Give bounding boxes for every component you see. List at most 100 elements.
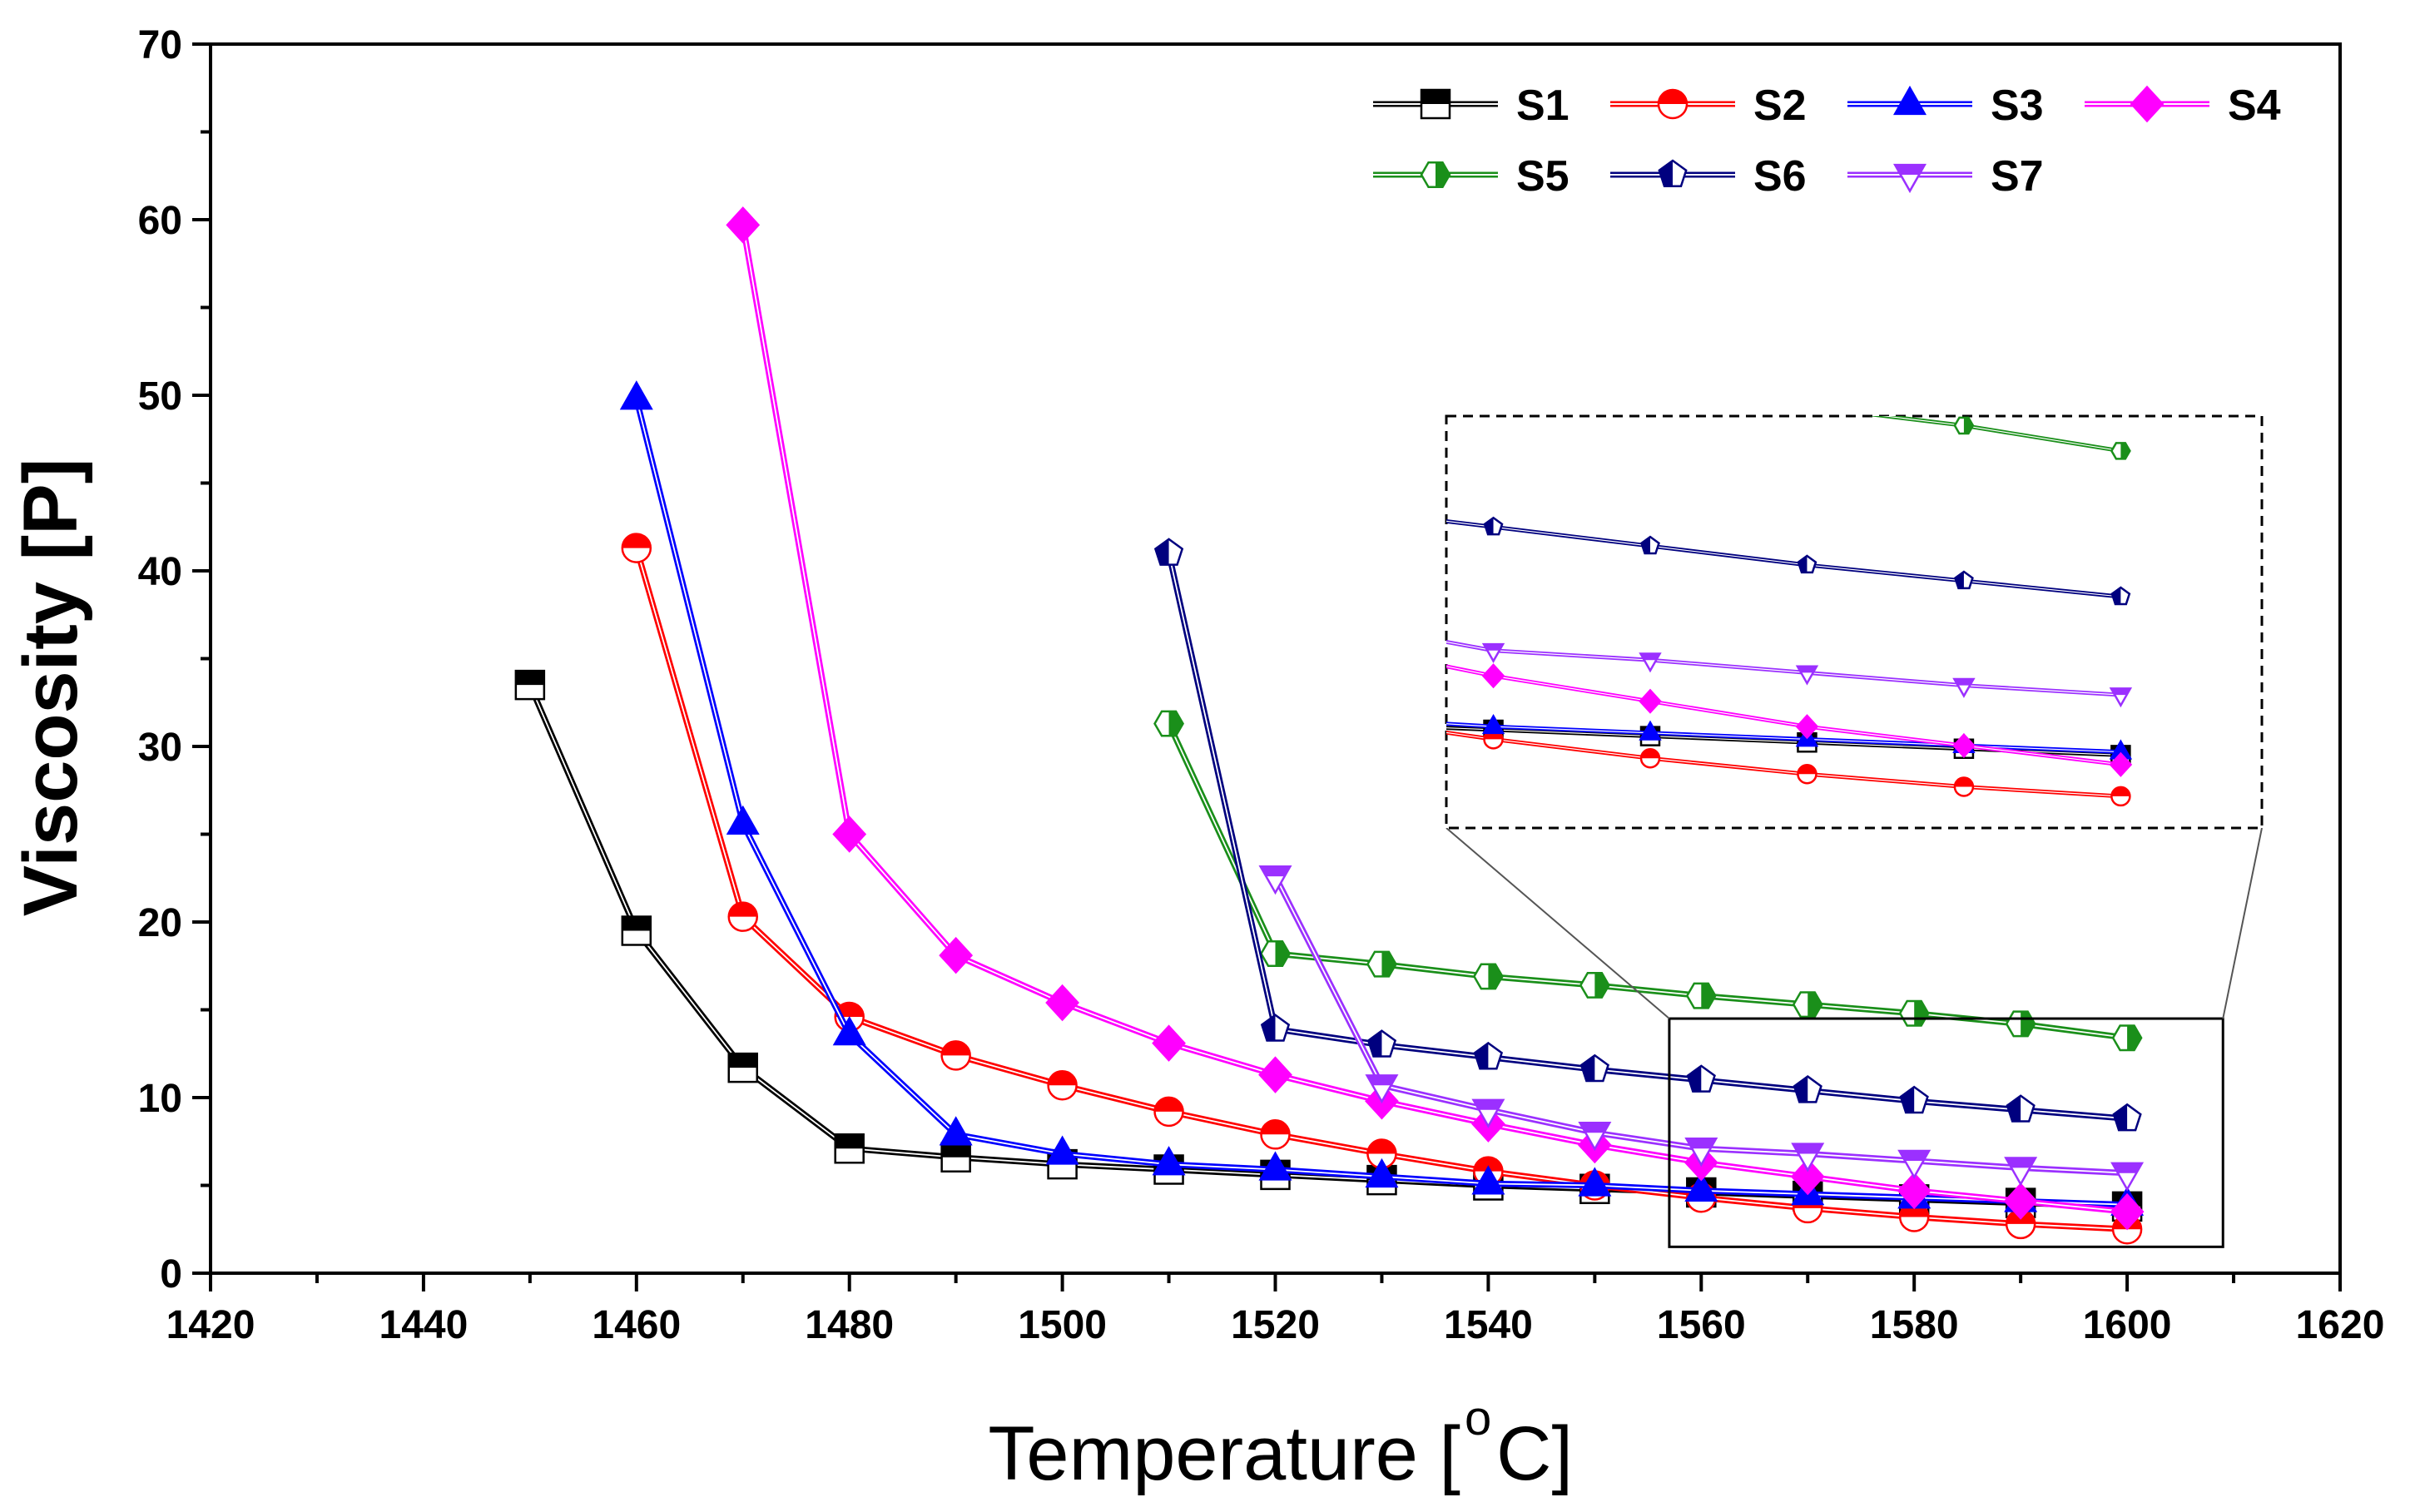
legend: S1 S2 S3 S4 S5 S6 S7: [1373, 82, 2281, 201]
inset-series: [1326, 348, 2133, 807]
legend-item-S3: S3: [1847, 82, 2044, 130]
inset-series-point-S3: [1327, 706, 1346, 723]
series-point-S1: [940, 1142, 971, 1172]
x-tick-label: 1480: [805, 1303, 894, 1347]
inset-series-point-S5: [1327, 348, 1346, 364]
inset-series-point-S6: [1953, 570, 1974, 590]
inset-series-point-S6: [2110, 586, 2131, 606]
x-axis-title-degree: o: [1465, 1391, 1491, 1445]
series-point-S7: [1791, 1143, 1825, 1172]
y-tick-label: 60: [138, 199, 182, 243]
series-point-S7: [2004, 1157, 2038, 1187]
inset-series-line-highlight-S3: [1446, 723, 2121, 753]
inset-series-point-S2: [2110, 786, 2131, 807]
inset-series-S7: [1327, 616, 2133, 708]
series-point-S7: [1471, 1098, 1505, 1128]
inset-series-point-S2: [1797, 764, 1817, 785]
series-point-S6: [1579, 1053, 1609, 1083]
inset-series-point-S7: [1481, 642, 1505, 663]
inset-series-point-S4: [1639, 688, 1662, 714]
inset-series-point-S4: [2109, 751, 2133, 777]
y-tick-label: 70: [138, 23, 182, 67]
series-point-S3: [1578, 1167, 1612, 1197]
legend-label: S2: [1753, 82, 1807, 130]
inset-series-S6: [1328, 498, 2131, 606]
inset-series-point-S4: [1326, 633, 1346, 655]
inset-series-line-highlight-S4: [1446, 666, 2121, 766]
series-point-S5: [1472, 963, 1504, 990]
inset-series-point-S5: [1641, 383, 1659, 399]
series-point-S4: [1045, 984, 1079, 1022]
legend-item-S5: S5: [1373, 152, 1569, 201]
series-point-S5: [1579, 971, 1610, 999]
legend-marker-S1: [1420, 88, 1451, 120]
inset-series-point-S2: [1327, 708, 1346, 726]
series-point-S6: [2112, 1103, 2142, 1132]
y-axis-title: Viscosity [P]: [8, 459, 93, 917]
series-point-S7: [1365, 1074, 1399, 1104]
series-point-S1: [727, 1052, 758, 1083]
inset-series-point-S6: [1328, 498, 1346, 515]
legend-marker-S7: [1893, 163, 1927, 194]
series-point-S6: [1260, 1014, 1291, 1042]
inset-series-point-S5: [1798, 399, 1816, 414]
series-point-S7: [1578, 1122, 1612, 1152]
legend-item-S4: S4: [2085, 82, 2281, 130]
series-point-S2: [940, 1040, 971, 1071]
series-point-S3: [1684, 1172, 1718, 1202]
series-point-S1: [621, 915, 652, 946]
series-point-S1: [514, 669, 546, 701]
y-tick-label: 30: [138, 726, 182, 770]
inset-series-line-highlight-S2: [1446, 731, 2121, 797]
x-tick-label: 1440: [379, 1303, 469, 1347]
inset-series-point-S3: [1639, 720, 1662, 741]
legend-item-S6: S6: [1610, 152, 1807, 201]
series-point-S5: [1685, 982, 1717, 1009]
series-point-S4: [1258, 1056, 1292, 1093]
series-point-S6: [2006, 1094, 2036, 1123]
inset-series-point-S7: [1952, 677, 1976, 698]
inset-series-point-S3: [1481, 713, 1505, 735]
series-point-S2: [1260, 1119, 1291, 1150]
legend-label: S1: [1516, 82, 1569, 130]
legend-label: S6: [1753, 152, 1807, 201]
zoom-region-box: [1668, 1017, 2224, 1248]
series-S6: [1153, 538, 2142, 1132]
inset-series-point-S4: [1481, 663, 1505, 689]
series-point-S4: [726, 206, 761, 244]
legend-label: S3: [1991, 82, 2044, 130]
series-point-S4: [1152, 1024, 1186, 1062]
legend-marker-S4: [2130, 85, 2165, 123]
x-tick-label: 1600: [2083, 1303, 2172, 1347]
series-point-S5: [1153, 710, 1184, 737]
inset-series-point-S6: [1797, 554, 1817, 574]
series-S7: [1258, 865, 2145, 1192]
x-tick-label: 1460: [592, 1303, 681, 1347]
legend-item-S7: S7: [1847, 152, 2044, 201]
series-point-S2: [1153, 1096, 1184, 1128]
main-plot-series: [514, 206, 2145, 1245]
series-point-S6: [1793, 1075, 1822, 1103]
series-point-S6: [1473, 1041, 1504, 1070]
series-point-S2: [621, 533, 652, 563]
inset-series-point-S4: [1952, 732, 1976, 759]
inset-frame: [1445, 414, 2264, 830]
series-point-S7: [2110, 1162, 2145, 1192]
inset-series-point-S7: [1327, 616, 1346, 632]
inset-series-point-S7: [1639, 652, 1662, 673]
x-tick-label: 1560: [1657, 1303, 1746, 1347]
series-point-S3: [1152, 1146, 1186, 1176]
series-point-S5: [2111, 1024, 2143, 1052]
series-line-highlight-S4: [741, 225, 2128, 1213]
series-point-S6: [1899, 1085, 1929, 1114]
series-point-S2: [727, 901, 758, 932]
y-tick-label: 20: [138, 901, 182, 945]
series-point-S4: [832, 815, 867, 853]
series-point-S3: [1365, 1158, 1399, 1188]
series-point-S6: [1366, 1029, 1397, 1058]
legend-marker-S2: [1657, 88, 1688, 120]
inset-series-line-highlight-S6: [1446, 520, 2121, 597]
x-tick-label: 1620: [2296, 1303, 2385, 1347]
y-tick-label: 10: [138, 1077, 182, 1121]
series-point-S5: [1366, 950, 1397, 978]
